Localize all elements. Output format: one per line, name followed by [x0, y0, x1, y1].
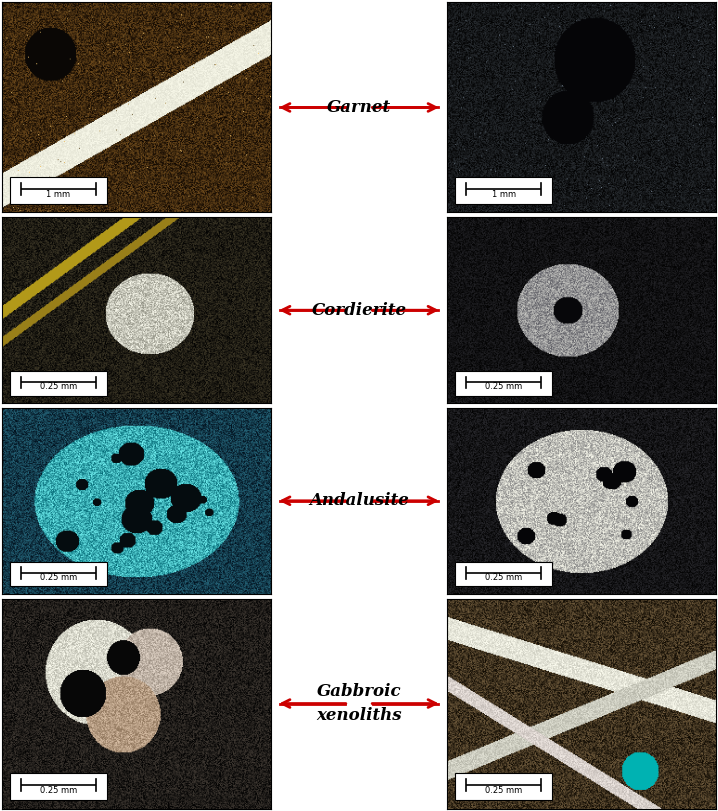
Text: 1 mm: 1 mm	[47, 190, 70, 200]
FancyBboxPatch shape	[455, 371, 552, 396]
Text: 0.25 mm: 0.25 mm	[40, 382, 77, 391]
Text: Cordierite: Cordierite	[312, 302, 406, 319]
FancyBboxPatch shape	[10, 562, 107, 586]
FancyBboxPatch shape	[455, 773, 552, 800]
Text: 0.25 mm: 0.25 mm	[485, 382, 522, 391]
Text: 0.25 mm: 0.25 mm	[485, 786, 522, 796]
Text: Garnet: Garnet	[327, 99, 391, 116]
Text: xenoliths: xenoliths	[316, 707, 402, 724]
FancyBboxPatch shape	[455, 562, 552, 586]
FancyBboxPatch shape	[10, 371, 107, 396]
Text: 1 mm: 1 mm	[492, 190, 516, 200]
Text: Gabbroic: Gabbroic	[317, 683, 401, 700]
FancyBboxPatch shape	[10, 177, 107, 204]
Text: 0.25 mm: 0.25 mm	[485, 573, 522, 581]
FancyBboxPatch shape	[455, 177, 552, 204]
Text: 0.25 mm: 0.25 mm	[40, 573, 77, 581]
Text: Andalusite: Andalusite	[309, 492, 409, 509]
FancyBboxPatch shape	[10, 773, 107, 800]
Text: 0.25 mm: 0.25 mm	[40, 786, 77, 796]
